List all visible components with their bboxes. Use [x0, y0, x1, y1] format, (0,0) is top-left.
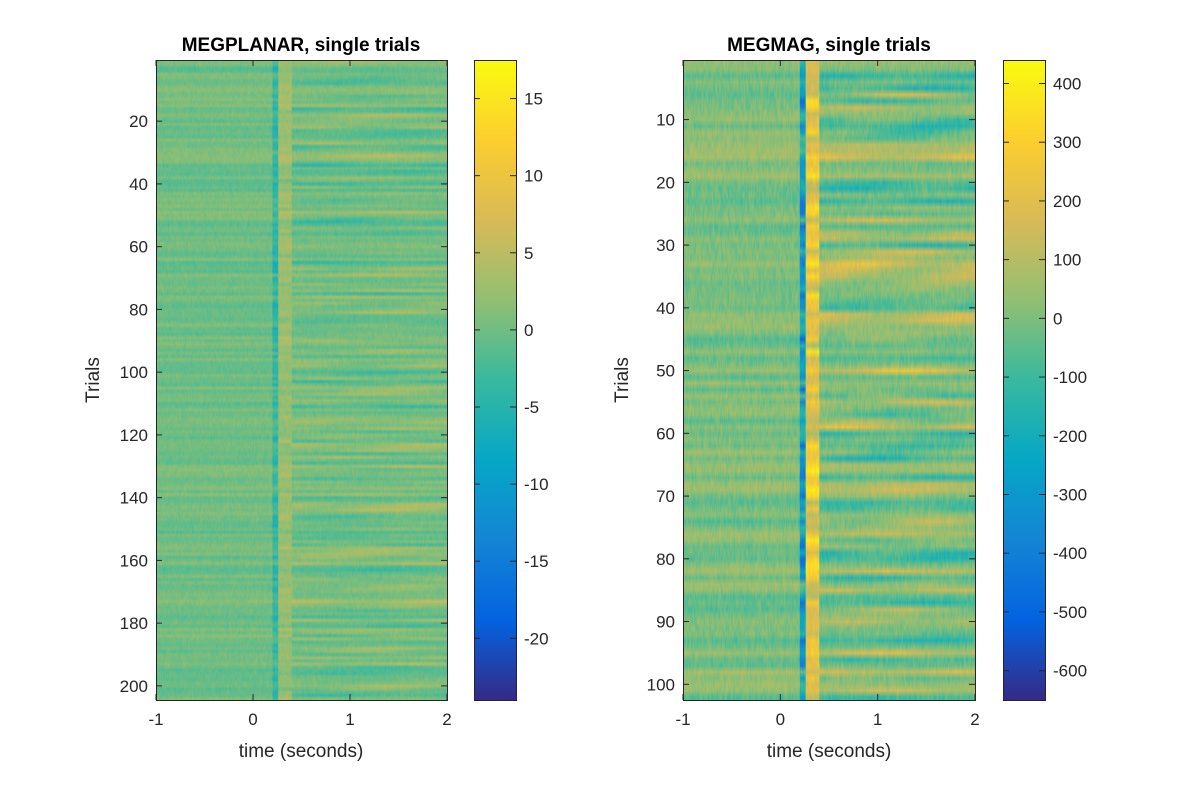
mag-colorbar-frame	[1003, 60, 1046, 701]
mag-y-tick-label: 100	[647, 675, 675, 694]
planar-x-tick-label: 0	[248, 710, 257, 729]
planar-colorbar-tick-label: -15	[524, 552, 549, 571]
planar-y-tick-label: 140	[120, 489, 148, 508]
mag-x-tick-label: 2	[970, 710, 979, 729]
mag-colorbar-tick-label: -200	[1053, 427, 1087, 446]
mag-y-tick-label: 10	[656, 111, 675, 130]
planar-panel: MEGPLANAR, single trials 204060801001201…	[83, 35, 549, 762]
mag-y-label: Trials	[612, 357, 633, 403]
planar-title: MEGPLANAR, single trials	[182, 35, 421, 56]
planar-y-tick-label: 180	[120, 614, 148, 633]
planar-heatmap	[156, 60, 447, 700]
mag-y-tick-label: 50	[656, 362, 675, 381]
mag-y-tick-label: 90	[656, 613, 675, 632]
mag-title: MEGMAG, single trials	[727, 35, 931, 56]
planar-colorbar-axis: 15 10 5 0 -5 -10 -15 -20	[474, 90, 549, 648]
mag-colorbar-tick-label: -600	[1053, 662, 1087, 681]
planar-colorbar	[474, 60, 516, 700]
mag-panel: MEGMAG, single trials 102030405060708090…	[612, 35, 1087, 762]
planar-y-tick-label: 60	[129, 238, 148, 257]
mag-y-tick-label: 20	[656, 173, 675, 192]
mag-x-tick-label: 1	[873, 710, 882, 729]
mag-colorbar	[1003, 60, 1045, 700]
mag-y-tick-label: 80	[656, 550, 675, 569]
mag-colorbar-tick-label: -300	[1053, 485, 1087, 504]
mag-colorbar-axis: 400 300 200 100 0 -100 -200 -300 -400 -500 -600	[1003, 74, 1087, 681]
mag-plot-frame	[683, 60, 976, 701]
planar-x-label: time (seconds)	[239, 741, 364, 762]
mag-colorbar-tick-label: -400	[1053, 544, 1087, 563]
mag-y-tick-label: 70	[656, 487, 675, 506]
planar-y-tick-label: 80	[129, 300, 148, 319]
planar-colorbar-tick-label: -10	[524, 475, 549, 494]
planar-colorbar-tick-label: 5	[524, 244, 533, 263]
planar-y-tick-label: 200	[120, 677, 148, 696]
mag-x-tick-label: 0	[776, 710, 785, 729]
planar-y-tick-label: 120	[120, 426, 148, 445]
planar-y-tick-label: 40	[129, 175, 148, 194]
planar-colorbar-tick-label: -20	[524, 629, 549, 648]
planar-colorbar-frame	[474, 60, 517, 701]
mag-colorbar-tick-label: -100	[1053, 368, 1087, 387]
planar-x-tick-label: -1	[148, 710, 163, 729]
mag-y-axis: 10 20 30 40 50 60 70 80 90 100	[647, 111, 975, 694]
mag-x-tick-label: -1	[675, 710, 690, 729]
mag-colorbar-tick-label: 300	[1053, 133, 1081, 152]
planar-x-axis: -1 0 1 2	[148, 60, 452, 729]
planar-y-tick-label: 160	[120, 551, 148, 570]
mag-colorbar-tick-label: 0	[1053, 309, 1062, 328]
planar-colorbar-tick-label: 10	[524, 167, 543, 186]
planar-y-tick-label: 100	[120, 363, 148, 382]
mag-y-tick-label: 30	[656, 236, 675, 255]
planar-x-tick-label: 2	[442, 710, 451, 729]
planar-y-axis: 20 40 60 80 100 120 140 160 180 200	[120, 112, 447, 696]
planar-colorbar-tick-label: 0	[524, 321, 533, 340]
planar-y-tick-label: 20	[129, 112, 148, 131]
mag-colorbar-tick-label: -500	[1053, 603, 1087, 622]
mag-colorbar-tick-label: 200	[1053, 192, 1081, 211]
mag-heatmap	[683, 60, 975, 700]
planar-y-label: Trials	[83, 357, 104, 403]
mag-colorbar-tick-label: 100	[1053, 251, 1081, 270]
mag-y-tick-label: 40	[656, 299, 675, 318]
mag-colorbar-tick-label: 400	[1053, 74, 1081, 93]
planar-x-tick-label: 1	[345, 710, 354, 729]
planar-colorbar-tick-label: 15	[524, 90, 543, 109]
mag-x-axis: -1 0 1 2	[675, 60, 980, 729]
mag-y-tick-label: 60	[656, 424, 675, 443]
planar-colorbar-tick-label: -5	[524, 398, 539, 417]
planar-plot-frame	[156, 60, 448, 701]
mag-x-label: time (seconds)	[767, 741, 892, 762]
